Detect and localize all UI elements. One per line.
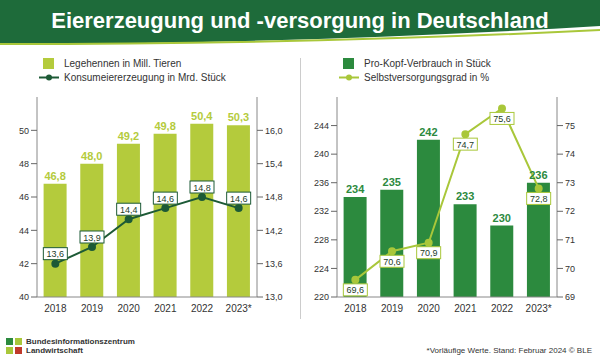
svg-text:2021: 2021	[154, 303, 177, 314]
svg-text:69: 69	[565, 292, 575, 302]
svg-text:71: 71	[565, 235, 575, 245]
svg-text:40: 40	[19, 292, 29, 302]
html-text:Selbstversorgungsgrad in %: Selbstversorgungsgrad in %	[364, 72, 490, 83]
svg-text:48,0: 48,0	[81, 150, 102, 162]
svg-text:14,8: 14,8	[193, 183, 211, 193]
svg-text:50,4: 50,4	[191, 110, 213, 122]
svg-text:15,4: 15,4	[265, 159, 283, 169]
svg-text:72: 72	[565, 206, 575, 216]
svg-text:16,0: 16,0	[265, 126, 283, 136]
svg-text:242: 242	[419, 126, 437, 138]
svg-text:13,6: 13,6	[265, 259, 283, 269]
svg-text:234: 234	[346, 183, 365, 195]
svg-text:2021: 2021	[454, 303, 477, 314]
html-text:Konsumeiererzeugung in Mrd. St: Konsumeiererzeugung in Mrd. Stück	[64, 72, 226, 83]
svg-text:14,4: 14,4	[120, 205, 138, 215]
svg-text:2018: 2018	[44, 303, 67, 314]
svg-text:50: 50	[19, 126, 29, 136]
svg-text:230: 230	[493, 212, 511, 224]
svg-text:74: 74	[565, 149, 575, 159]
svg-text:75,6: 75,6	[493, 114, 511, 124]
svg-text:13,9: 13,9	[83, 233, 101, 243]
svg-text:48: 48	[19, 159, 29, 169]
html-text:Legehennen in Mill. Tieren: Legehennen in Mill. Tieren	[64, 58, 182, 69]
html-text:Landwirtschaft: Landwirtschaft	[26, 346, 83, 355]
svg-text:50,3: 50,3	[228, 111, 249, 123]
html-text:Bundesinformationszentrum: Bundesinformationszentrum	[26, 337, 135, 346]
svg-text:46: 46	[19, 192, 29, 202]
svg-text:14,6: 14,6	[157, 194, 175, 204]
svg-text:2022: 2022	[491, 303, 514, 314]
svg-text:2019: 2019	[81, 303, 104, 314]
svg-text:2018: 2018	[344, 303, 367, 314]
html-text:Eiererzeugung und -versorgung: Eiererzeugung und -versorgung in Deutsch…	[51, 8, 549, 33]
svg-text:69,6: 69,6	[347, 285, 365, 295]
html-text:Pro-Kopf-Verbrauch in Stück: Pro-Kopf-Verbrauch in Stück	[364, 58, 491, 69]
svg-text:42: 42	[19, 259, 29, 269]
svg-text:13,6: 13,6	[47, 249, 65, 259]
svg-text:244: 244	[314, 121, 329, 131]
svg-text:70,9: 70,9	[420, 248, 438, 258]
svg-text:74,7: 74,7	[457, 140, 475, 150]
svg-text:14,8: 14,8	[265, 192, 283, 202]
svg-text:14,6: 14,6	[230, 194, 248, 204]
svg-text:72,8: 72,8	[530, 194, 548, 204]
svg-text:236: 236	[314, 178, 329, 188]
svg-text:2022: 2022	[191, 303, 214, 314]
html-text:*Vorläufige Werte. Stand: Febr: *Vorläufige Werte. Stand: Februar 2024 ©…	[426, 346, 592, 355]
svg-text:236: 236	[529, 169, 547, 181]
svg-text:46,8: 46,8	[44, 170, 65, 182]
svg-text:2020: 2020	[118, 303, 141, 314]
svg-text:224: 224	[314, 264, 329, 274]
svg-text:44: 44	[19, 226, 29, 236]
svg-text:49,2: 49,2	[118, 130, 139, 142]
svg-text:232: 232	[314, 206, 329, 216]
svg-text:228: 228	[314, 235, 329, 245]
svg-text:13,0: 13,0	[265, 292, 283, 302]
svg-text:240: 240	[314, 149, 329, 159]
svg-text:70,6: 70,6	[383, 257, 401, 267]
svg-text:233: 233	[456, 190, 474, 202]
svg-text:14,2: 14,2	[265, 226, 283, 236]
svg-text:49,8: 49,8	[154, 120, 175, 132]
svg-text:2020: 2020	[418, 303, 441, 314]
svg-text:2023*: 2023*	[526, 303, 552, 314]
svg-text:2019: 2019	[381, 303, 404, 314]
svg-text:75: 75	[565, 121, 575, 131]
svg-text:73: 73	[565, 178, 575, 188]
svg-text:2023*: 2023*	[226, 303, 252, 314]
svg-text:235: 235	[383, 176, 401, 188]
svg-text:70: 70	[565, 264, 575, 274]
svg-text:220: 220	[314, 292, 329, 302]
